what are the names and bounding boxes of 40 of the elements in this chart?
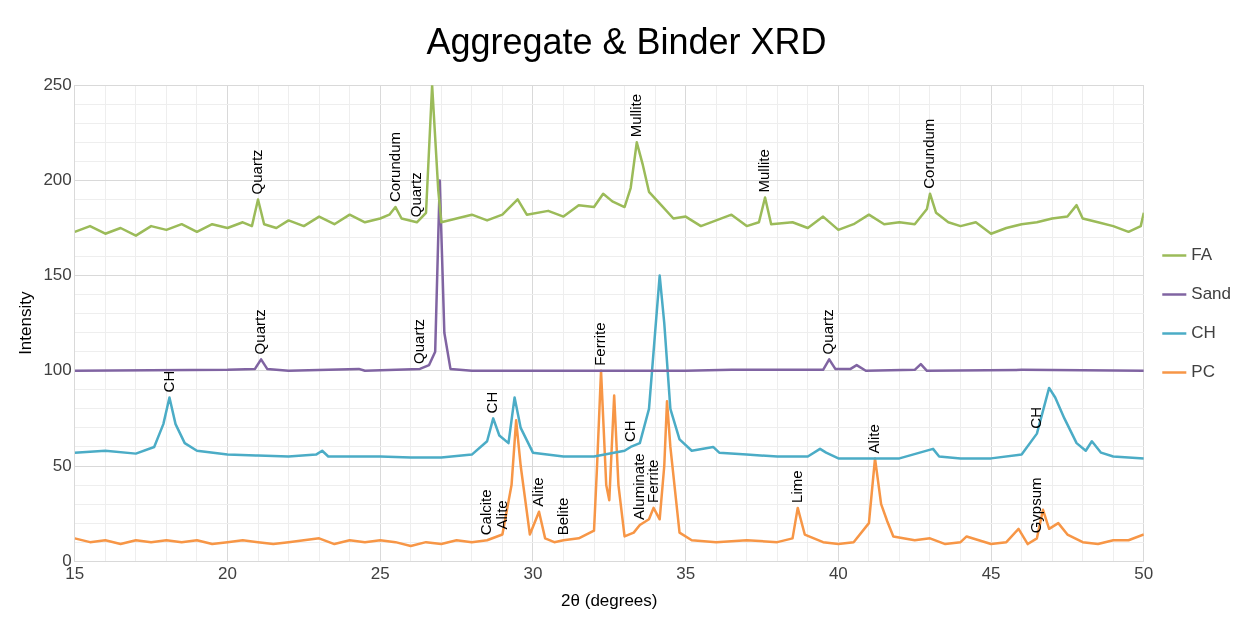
x-tick-label: 50 — [1134, 564, 1154, 584]
annotation: Alite — [529, 477, 547, 507]
annotation: Quartz — [819, 309, 837, 355]
annotation: Belite — [553, 497, 571, 536]
y-tick-label: 100 — [43, 360, 72, 380]
annotation: Quartz — [248, 149, 266, 195]
annotation: Calcite — [477, 489, 495, 536]
annotation: CH — [483, 391, 501, 414]
annotation: Ferrite — [591, 322, 609, 366]
annotation: Mullite — [755, 149, 773, 193]
annotation: Alite — [865, 424, 883, 454]
x-tick-label: 30 — [523, 564, 543, 584]
annotation: CH — [620, 420, 638, 442]
legend-label: Sand — [1191, 284, 1231, 304]
annotation: Mullite — [626, 93, 644, 138]
legend-label: CH — [1191, 323, 1216, 343]
y-tick-label: 200 — [43, 170, 72, 190]
y-tick-label: 150 — [43, 265, 72, 285]
annotation: CH — [1027, 406, 1045, 429]
y-tick-label: 50 — [52, 455, 72, 475]
x-tick-label: 40 — [828, 564, 848, 584]
legend-label: PC — [1191, 362, 1215, 382]
annotation: Corundum — [920, 118, 938, 189]
y-axis-title: Intensity — [15, 291, 35, 355]
annotation: Gypsum — [1027, 477, 1045, 534]
chart-title: Aggregate & Binder XRD — [426, 20, 827, 62]
x-tick-label: 45 — [981, 564, 1001, 584]
legend-label: FA — [1191, 245, 1213, 265]
annotation: Quartz — [407, 172, 424, 218]
annotation: Quartz — [410, 318, 428, 364]
x-axis-title: 2θ (degrees) — [561, 591, 658, 611]
annotation: CH — [159, 370, 177, 393]
x-tick-label: 25 — [370, 564, 390, 584]
x-tick-label: 35 — [676, 564, 696, 584]
annotation: Quartz — [251, 309, 269, 355]
annotation: Corundum — [385, 132, 403, 203]
annotation: Lime — [787, 470, 805, 503]
annotation: Alite — [492, 500, 510, 530]
x-tick-label: 20 — [218, 564, 237, 584]
y-tick-label: 250 — [43, 74, 72, 94]
